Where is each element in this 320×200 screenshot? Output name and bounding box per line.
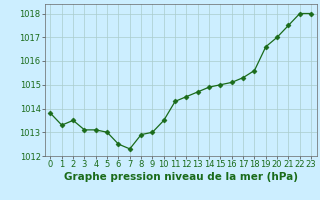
X-axis label: Graphe pression niveau de la mer (hPa): Graphe pression niveau de la mer (hPa) <box>64 172 298 182</box>
